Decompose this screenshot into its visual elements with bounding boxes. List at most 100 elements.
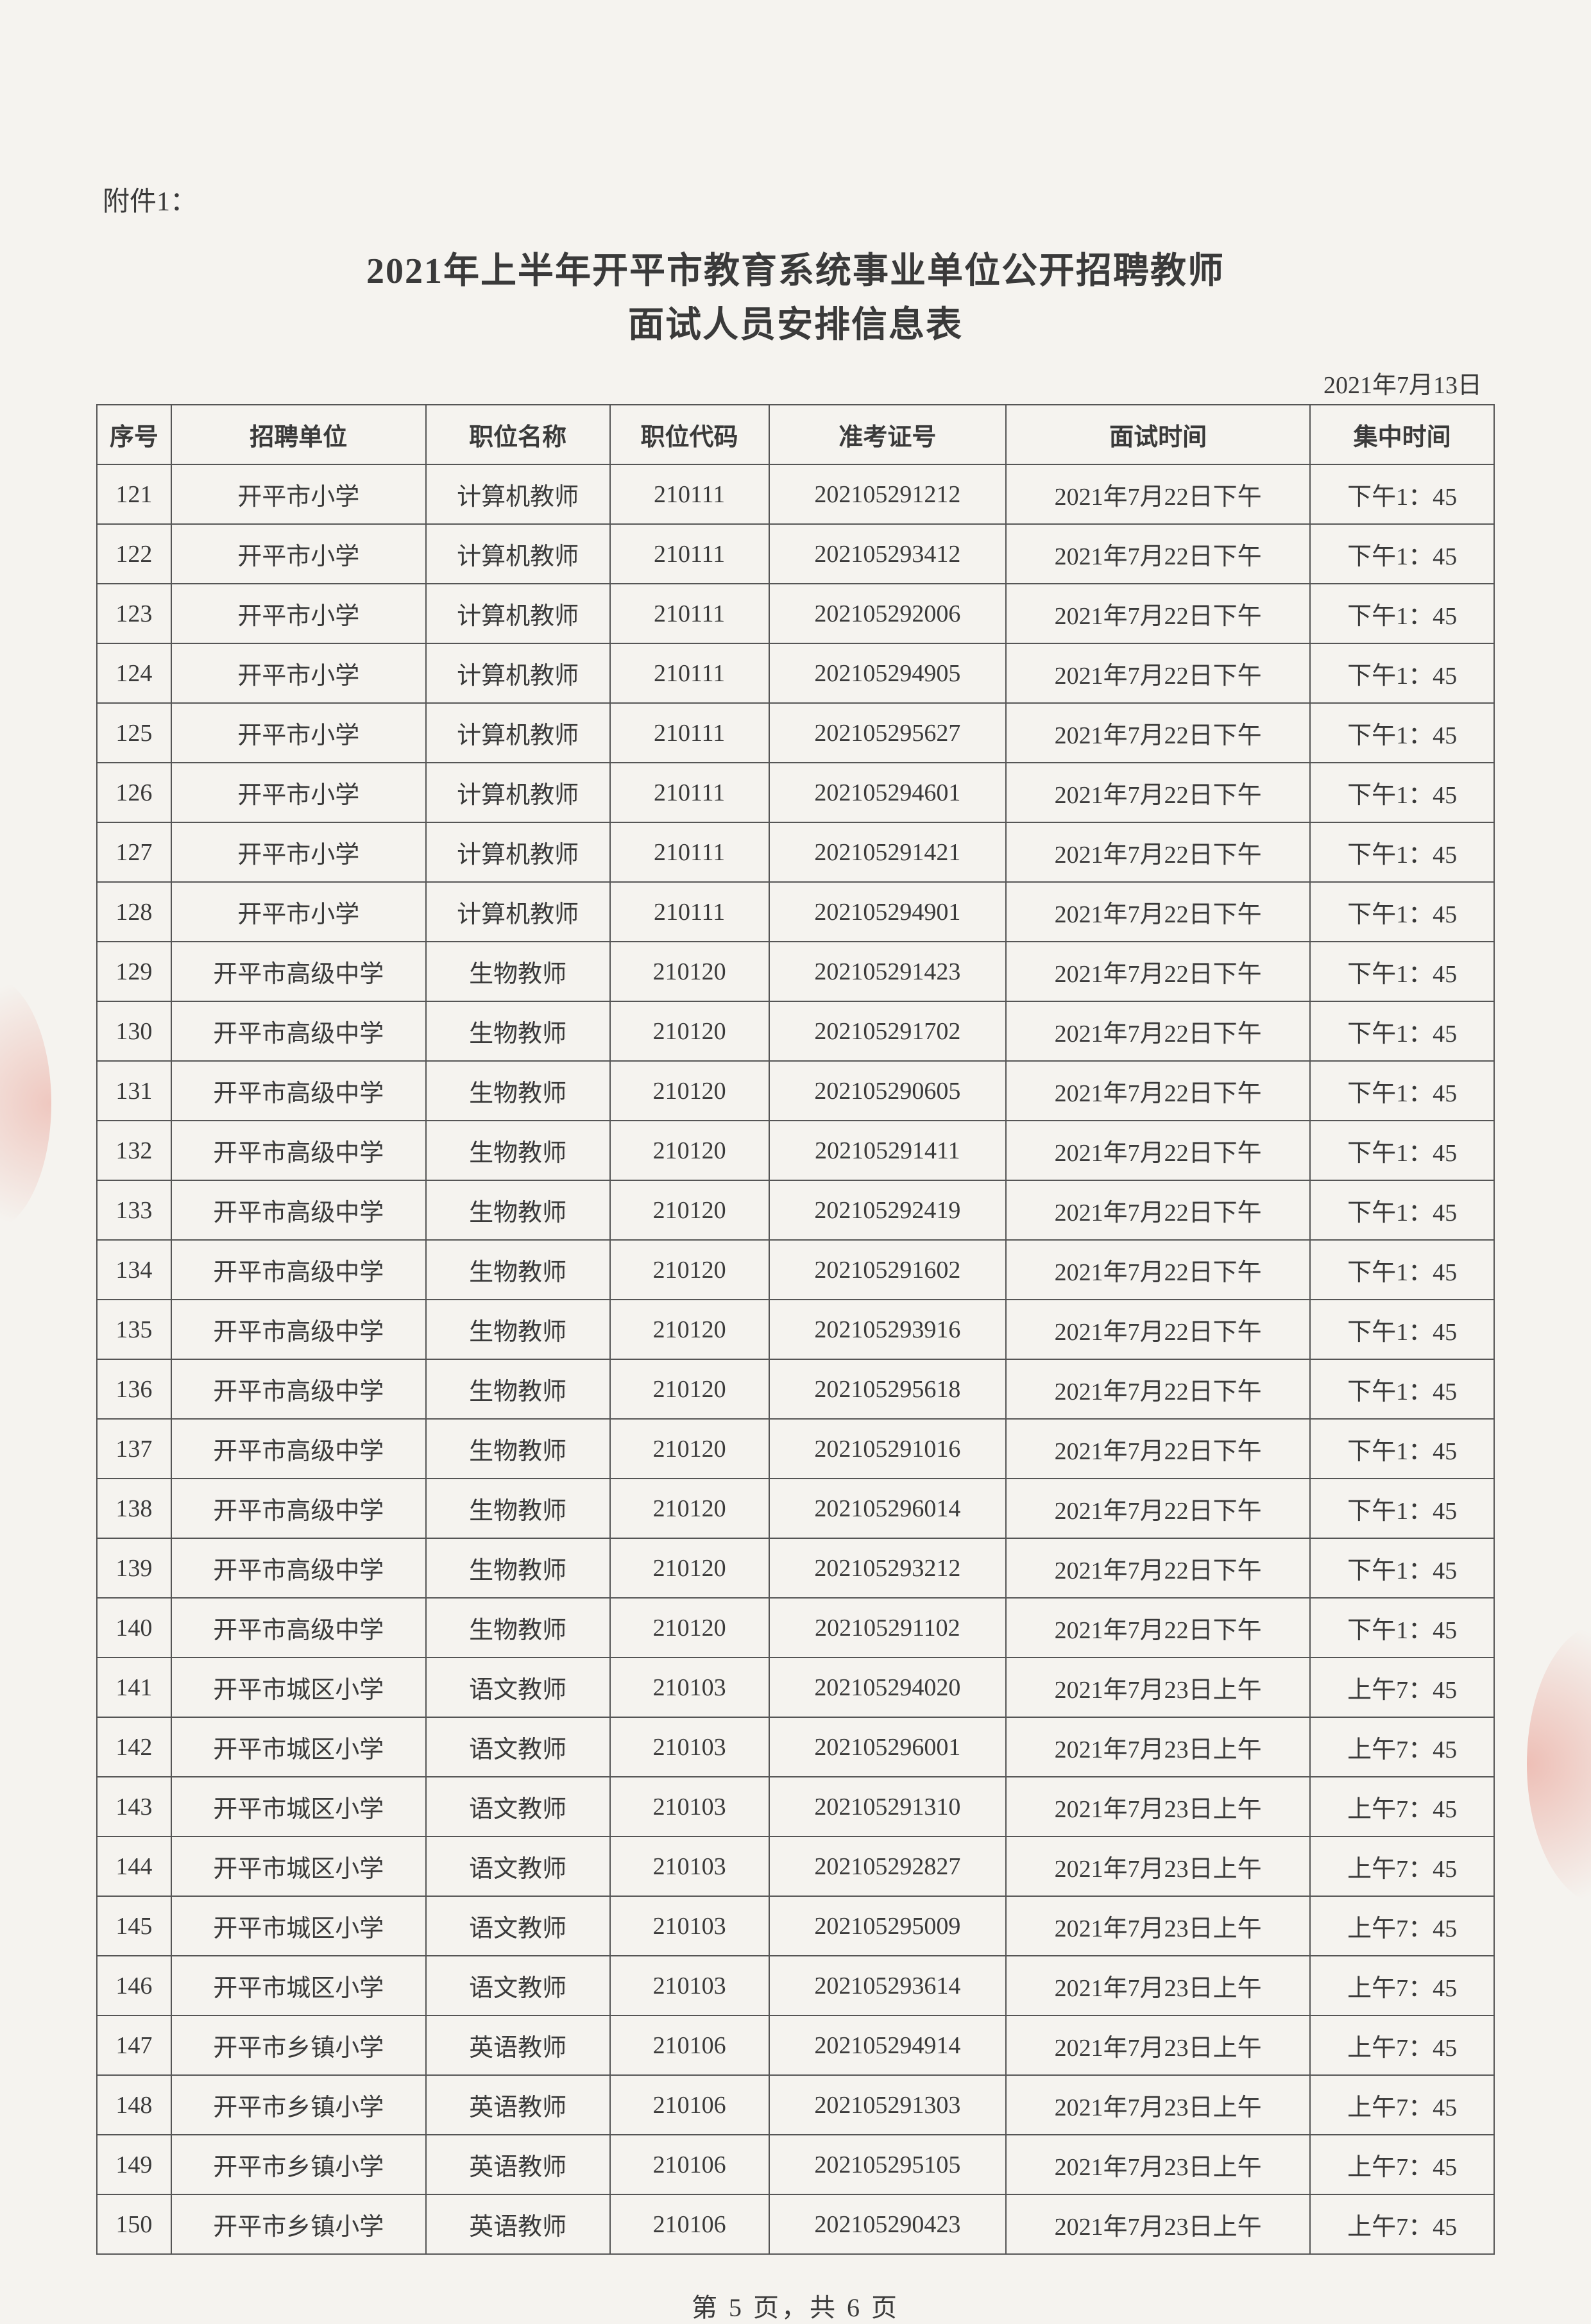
table-cell: 210120	[610, 1300, 769, 1359]
table-row: 136开平市高级中学生物教师2101202021052956182021年7月2…	[97, 1359, 1494, 1419]
table-cell: 2021年7月22日下午	[1006, 703, 1310, 763]
table-cell: 语文教师	[426, 1717, 610, 1777]
table-cell: 开平市小学	[171, 643, 426, 703]
table-row: 130开平市高级中学生物教师2101202021052917022021年7月2…	[97, 1001, 1494, 1061]
table-cell: 202105290423	[769, 2194, 1006, 2254]
table-cell: 开平市乡镇小学	[171, 2135, 426, 2194]
table-cell: 开平市高级中学	[171, 1300, 426, 1359]
table-cell: 210120	[610, 1419, 769, 1479]
table-cell: 生物教师	[426, 1479, 610, 1538]
table-cell: 2021年7月23日上午	[1006, 2015, 1310, 2075]
table-row: 143开平市城区小学语文教师2101032021052913102021年7月2…	[97, 1777, 1494, 1836]
table-cell: 语文教师	[426, 1777, 610, 1836]
table-cell: 210111	[610, 763, 769, 822]
table-cell: 202105294901	[769, 882, 1006, 942]
table-cell: 126	[97, 763, 171, 822]
table-cell: 202105293412	[769, 524, 1006, 584]
title-line-2: 面试人员安排信息表	[96, 298, 1495, 352]
table-cell: 202105294020	[769, 1658, 1006, 1717]
table-cell: 202105290605	[769, 1061, 1006, 1121]
table-cell: 2021年7月23日上午	[1006, 2194, 1310, 2254]
table-cell: 语文教师	[426, 1956, 610, 2015]
table-cell: 125	[97, 703, 171, 763]
table-cell: 下午1：45	[1310, 1300, 1494, 1359]
table-row: 125开平市小学计算机教师2101112021052956272021年7月22…	[97, 703, 1494, 763]
table-cell: 下午1：45	[1310, 1419, 1494, 1479]
table-cell: 145	[97, 1896, 171, 1956]
table-cell: 202105295009	[769, 1896, 1006, 1956]
table-cell: 2021年7月23日上午	[1006, 1717, 1310, 1777]
table-cell: 149	[97, 2135, 171, 2194]
table-cell: 202105295105	[769, 2135, 1006, 2194]
table-cell: 210106	[610, 2015, 769, 2075]
col-unit: 招聘单位	[171, 405, 426, 464]
table-cell: 210120	[610, 1479, 769, 1538]
table-row: 121开平市小学计算机教师2101112021052912122021年7月22…	[97, 464, 1494, 524]
table-cell: 生物教师	[426, 1598, 610, 1658]
title-line-1: 2021年上半年开平市教育系统事业单位公开招聘教师	[96, 244, 1495, 298]
table-cell: 2021年7月22日下午	[1006, 1001, 1310, 1061]
table-cell: 202105295618	[769, 1359, 1006, 1419]
table-cell: 210111	[610, 822, 769, 882]
col-code: 职位代码	[610, 405, 769, 464]
table-cell: 上午7：45	[1310, 1658, 1494, 1717]
table-cell: 开平市小学	[171, 763, 426, 822]
table-cell: 131	[97, 1061, 171, 1121]
col-pos: 职位名称	[426, 405, 610, 464]
table-cell: 下午1：45	[1310, 1001, 1494, 1061]
table-cell: 202105294914	[769, 2015, 1006, 2075]
table-cell: 计算机教师	[426, 584, 610, 643]
table-cell: 生物教师	[426, 1001, 610, 1061]
table-cell: 210120	[610, 1001, 769, 1061]
table-cell: 2021年7月22日下午	[1006, 1538, 1310, 1598]
table-cell: 210103	[610, 1896, 769, 1956]
table-cell: 开平市高级中学	[171, 1598, 426, 1658]
table-cell: 语文教师	[426, 1896, 610, 1956]
table-cell: 210120	[610, 1538, 769, 1598]
table-cell: 150	[97, 2194, 171, 2254]
col-itime: 面试时间	[1006, 405, 1310, 464]
table-row: 127开平市小学计算机教师2101112021052914212021年7月22…	[97, 822, 1494, 882]
table-cell: 210120	[610, 1359, 769, 1419]
table-cell: 146	[97, 1956, 171, 2015]
table-cell: 210106	[610, 2075, 769, 2135]
table-cell: 计算机教师	[426, 643, 610, 703]
table-cell: 计算机教师	[426, 464, 610, 524]
col-gtime: 集中时间	[1310, 405, 1494, 464]
table-row: 133开平市高级中学生物教师2101202021052924192021年7月2…	[97, 1180, 1494, 1240]
table-cell: 下午1：45	[1310, 703, 1494, 763]
table-cell: 202105292827	[769, 1836, 1006, 1896]
table-cell: 130	[97, 1001, 171, 1061]
table-cell: 下午1：45	[1310, 1180, 1494, 1240]
table-cell: 下午1：45	[1310, 1061, 1494, 1121]
table-row: 144开平市城区小学语文教师2101032021052928272021年7月2…	[97, 1836, 1494, 1896]
table-cell: 开平市城区小学	[171, 1777, 426, 1836]
table-row: 146开平市城区小学语文教师2101032021052936142021年7月2…	[97, 1956, 1494, 2015]
table-cell: 143	[97, 1777, 171, 1836]
table-cell: 202105294601	[769, 763, 1006, 822]
stamp-mark-left	[0, 975, 51, 1232]
table-cell: 202105292006	[769, 584, 1006, 643]
table-cell: 上午7：45	[1310, 1777, 1494, 1836]
table-cell: 开平市高级中学	[171, 1419, 426, 1479]
stamp-mark-right	[1527, 1623, 1591, 1905]
table-cell: 2021年7月22日下午	[1006, 584, 1310, 643]
document-date: 2021年7月13日	[96, 365, 1495, 400]
table-row: 132开平市高级中学生物教师2101202021052914112021年7月2…	[97, 1121, 1494, 1180]
table-cell: 下午1：45	[1310, 1598, 1494, 1658]
table-cell: 开平市小学	[171, 703, 426, 763]
table-cell: 202105293916	[769, 1300, 1006, 1359]
table-cell: 下午1：45	[1310, 822, 1494, 882]
table-cell: 141	[97, 1658, 171, 1717]
table-cell: 148	[97, 2075, 171, 2135]
table-cell: 英语教师	[426, 2135, 610, 2194]
attachment-label: 附件1：	[103, 180, 1495, 219]
table-cell: 142	[97, 1717, 171, 1777]
table-cell: 124	[97, 643, 171, 703]
table-cell: 210103	[610, 1777, 769, 1836]
table-cell: 136	[97, 1359, 171, 1419]
table-cell: 2021年7月22日下午	[1006, 1359, 1310, 1419]
table-cell: 2021年7月22日下午	[1006, 822, 1310, 882]
table-cell: 上午7：45	[1310, 2135, 1494, 2194]
table-cell: 210111	[610, 643, 769, 703]
